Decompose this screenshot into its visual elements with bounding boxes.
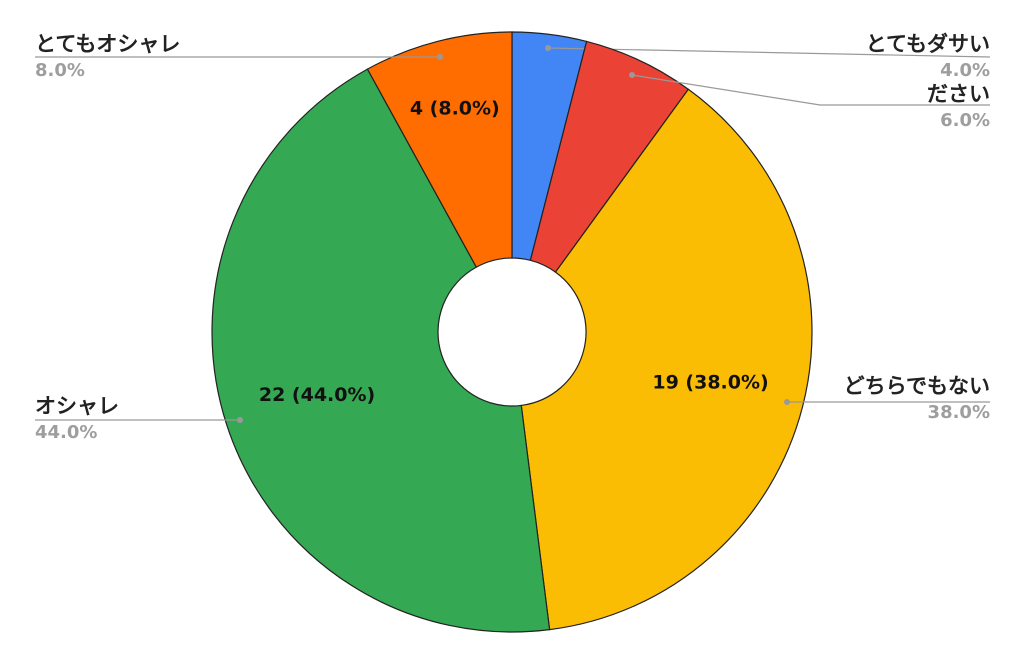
leader-dot [437, 54, 443, 60]
leader-dot [237, 417, 243, 423]
value-label: 8.0% [35, 60, 85, 81]
slice [520, 88, 813, 631]
slice [366, 31, 513, 268]
legend-label: とてもオシャレ [35, 32, 180, 56]
leader-line [631, 74, 990, 106]
leader-line [547, 47, 991, 58]
leader-dot [545, 45, 551, 51]
value-label: 44.0% [35, 422, 97, 443]
value-label: 38.0% [928, 402, 990, 423]
legend-label: ださい [927, 82, 990, 106]
value-label: 6.0% [940, 110, 990, 131]
legend-label: オシャレ [35, 394, 119, 418]
value-label: 4.0% [940, 60, 990, 81]
slice-label: 22 (44.0%) [259, 384, 375, 406]
legend-label: とてもダサい [866, 32, 990, 56]
legend-label: どちらでもない [844, 374, 990, 398]
slice [211, 68, 551, 633]
leader-dot [629, 72, 635, 78]
slice-label: 19 (38.0%) [652, 371, 768, 393]
slice-label: 4 (8.0%) [410, 98, 500, 120]
leader-dot [784, 399, 790, 405]
